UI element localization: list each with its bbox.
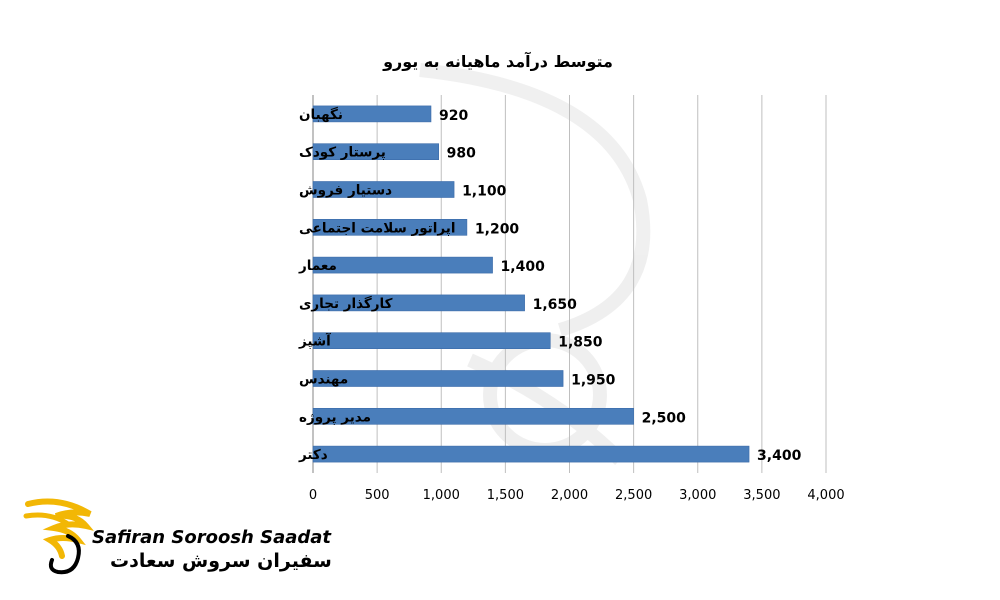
x-tick-label: 500 <box>365 488 390 503</box>
bar <box>312 370 564 387</box>
bar <box>312 105 432 123</box>
category-label: مدیر پروژه <box>299 409 371 425</box>
category-label: نگهبان <box>299 106 343 123</box>
data-label: 3,400 <box>757 448 802 464</box>
category-label: معمار <box>298 258 337 274</box>
category-label: دستیار فروش <box>299 183 392 199</box>
category-label: اپراتور سلامت اجتماعی <box>299 220 455 236</box>
x-tick-label: 3,500 <box>743 488 780 503</box>
x-tick-label: 0 <box>309 488 317 503</box>
bar <box>312 181 455 198</box>
data-label: 1,950 <box>571 373 616 389</box>
logo-text-en: Safiran Soroosh Saadat <box>92 527 332 548</box>
company-logo: Safiran Soroosh Saadat سفیران سروش سعادت <box>20 492 332 582</box>
category-label: دکتر <box>298 447 328 463</box>
logo-text-fa: سفیران سروش سعادت <box>110 550 332 572</box>
x-tick-label: 1,500 <box>487 488 524 503</box>
chart-title: متوسط درآمد ماهیانه به یورو <box>382 51 613 71</box>
category-label: آشپز <box>298 333 331 350</box>
bar <box>312 332 551 350</box>
data-label: 980 <box>447 146 476 162</box>
bar <box>312 143 439 160</box>
data-label: 1,850 <box>558 335 603 351</box>
category-label: کارگذار تجاری <box>299 295 393 312</box>
bar <box>312 256 493 274</box>
bar <box>312 294 525 312</box>
x-tick-label: 1,000 <box>423 488 460 503</box>
x-tick-label: 4,000 <box>807 488 844 503</box>
bar <box>312 445 750 463</box>
category-label: پرستار کودک <box>299 145 386 161</box>
data-label: 920 <box>439 108 468 124</box>
x-tick-label: 3,000 <box>679 488 716 503</box>
data-label: 1,400 <box>501 259 546 275</box>
data-label: 2,500 <box>642 410 687 426</box>
x-tick-label: 2,000 <box>551 488 588 503</box>
bar <box>312 219 468 236</box>
bar <box>312 407 634 425</box>
x-tick-label: 2,500 <box>615 488 652 503</box>
category-label: مهندس <box>299 372 348 388</box>
data-label: 1,650 <box>533 297 578 313</box>
data-label: 1,200 <box>475 221 520 237</box>
data-label: 1,100 <box>462 184 507 200</box>
phoenix-logo-icon <box>23 498 94 575</box>
